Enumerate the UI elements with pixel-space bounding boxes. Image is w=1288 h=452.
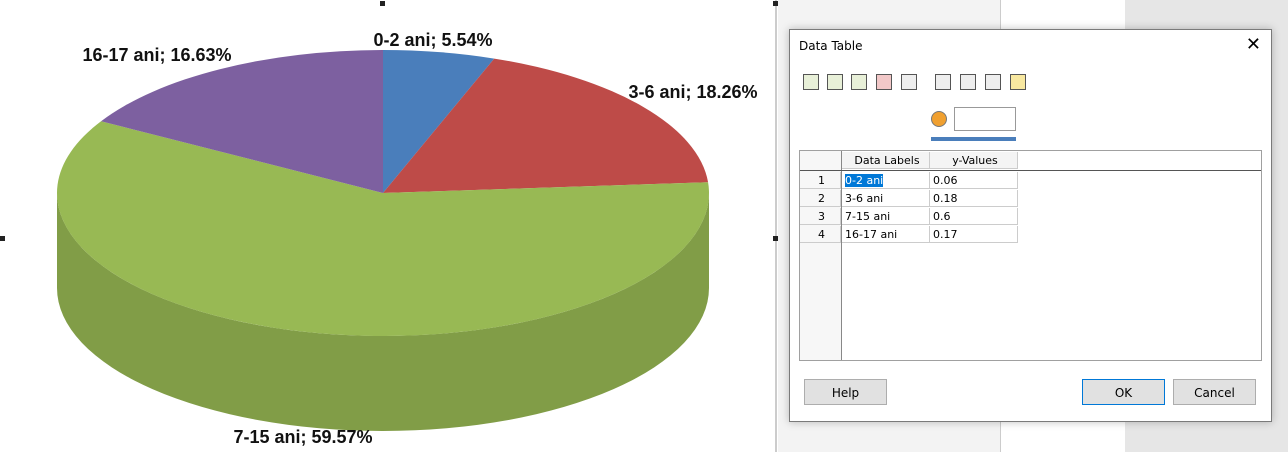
slice	[383, 50, 495, 193]
toolbar-button[interactable]	[960, 74, 976, 90]
help-button[interactable]: Help	[804, 379, 887, 405]
slice	[101, 50, 383, 193]
slice-side	[57, 193, 709, 431]
dialog: Data Table ✕ Data Labels y-Values 1 0-2 ani…	[789, 29, 1272, 422]
handle[interactable]	[773, 1, 778, 6]
handle[interactable]	[380, 1, 385, 6]
dialog-title: Data Table	[799, 39, 863, 53]
table-cell[interactable]: 3-6 ani	[842, 190, 930, 207]
toolbar-button[interactable]	[851, 74, 867, 90]
handle[interactable]	[0, 236, 5, 241]
table-cell[interactable]: 0-2 ani	[842, 172, 930, 189]
toolbar-button[interactable]	[1010, 74, 1026, 90]
table-cell[interactable]: 16-17 ani	[842, 226, 930, 243]
row-number[interactable]: 4	[800, 226, 841, 243]
row-number[interactable]: 2	[800, 190, 841, 207]
table-cell[interactable]: 0.06	[930, 172, 1018, 189]
data-label: 0-2 ani; 5.54%	[373, 30, 492, 50]
toolbar-button[interactable]	[827, 74, 843, 90]
column-header[interactable]: Data Labels	[842, 152, 930, 169]
handle[interactable]	[773, 236, 778, 241]
selected-text: 0-2 ani	[845, 174, 884, 187]
cancel-button[interactable]: Cancel	[1173, 379, 1256, 405]
toolbar-button[interactable]	[901, 74, 917, 90]
data-label: 16-17 ani; 16.63%	[82, 45, 231, 65]
data-label: 3-6 ani; 18.26%	[628, 82, 757, 102]
toolbar-button[interactable]	[985, 74, 1001, 90]
slice	[383, 58, 709, 193]
series-bar	[931, 137, 1016, 141]
series-input[interactable]	[954, 107, 1016, 131]
table-cell[interactable]: 0.17	[930, 226, 1018, 243]
slice	[57, 121, 709, 337]
row-number[interactable]: 3	[800, 208, 841, 225]
series-icon	[931, 111, 947, 127]
data-grid: Data Labels y-Values 1 0-2 ani 0.06 2 3-6 ani 0…	[799, 150, 1262, 361]
toolbar-button[interactable]	[876, 74, 892, 90]
row-number[interactable]: 1	[800, 172, 841, 189]
chart: 0-2 ani; 5.54% 3-6 ani; 18.26% 7-15 ani; 5…	[0, 0, 778, 452]
header-line	[800, 170, 1261, 171]
data-label: 7-15 ani; 59.57%	[233, 427, 372, 447]
table-cell[interactable]: 7-15 ani	[842, 208, 930, 225]
table-cell[interactable]: 0.6	[930, 208, 1018, 225]
toolbar-button[interactable]	[935, 74, 951, 90]
column-header[interactable]: y-Values	[930, 152, 1018, 169]
ok-button[interactable]: OK	[1082, 379, 1165, 405]
close-button[interactable]: ✕	[1245, 34, 1261, 55]
table-cell[interactable]: 0.18	[930, 190, 1018, 207]
toolbar-button[interactable]	[803, 74, 819, 90]
